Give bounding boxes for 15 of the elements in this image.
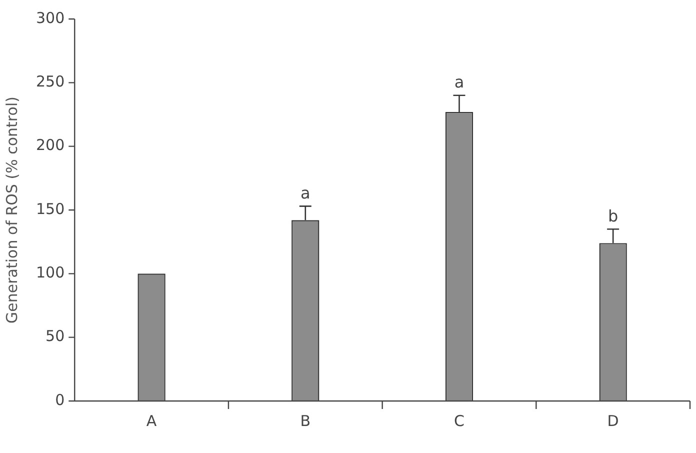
- x-tick-label: D: [607, 412, 619, 430]
- y-tick-label: 150: [36, 200, 65, 218]
- y-tick-label: 100: [36, 264, 65, 282]
- y-tick-label: 200: [36, 136, 65, 154]
- x-tick-label: A: [146, 412, 158, 430]
- y-axis-title: Generation of ROS (% control): [2, 96, 21, 324]
- x-tick-label: C: [454, 412, 464, 430]
- y-tick-label: 50: [46, 327, 65, 346]
- y-tick-label: 300: [36, 8, 65, 27]
- annotation: b: [608, 206, 618, 226]
- annotation: a: [300, 183, 310, 202]
- y-tick-label: 250: [36, 72, 65, 91]
- x-tick-label: B: [300, 412, 311, 430]
- annotation: a: [454, 72, 464, 92]
- y-tick-label: 0: [55, 390, 65, 409]
